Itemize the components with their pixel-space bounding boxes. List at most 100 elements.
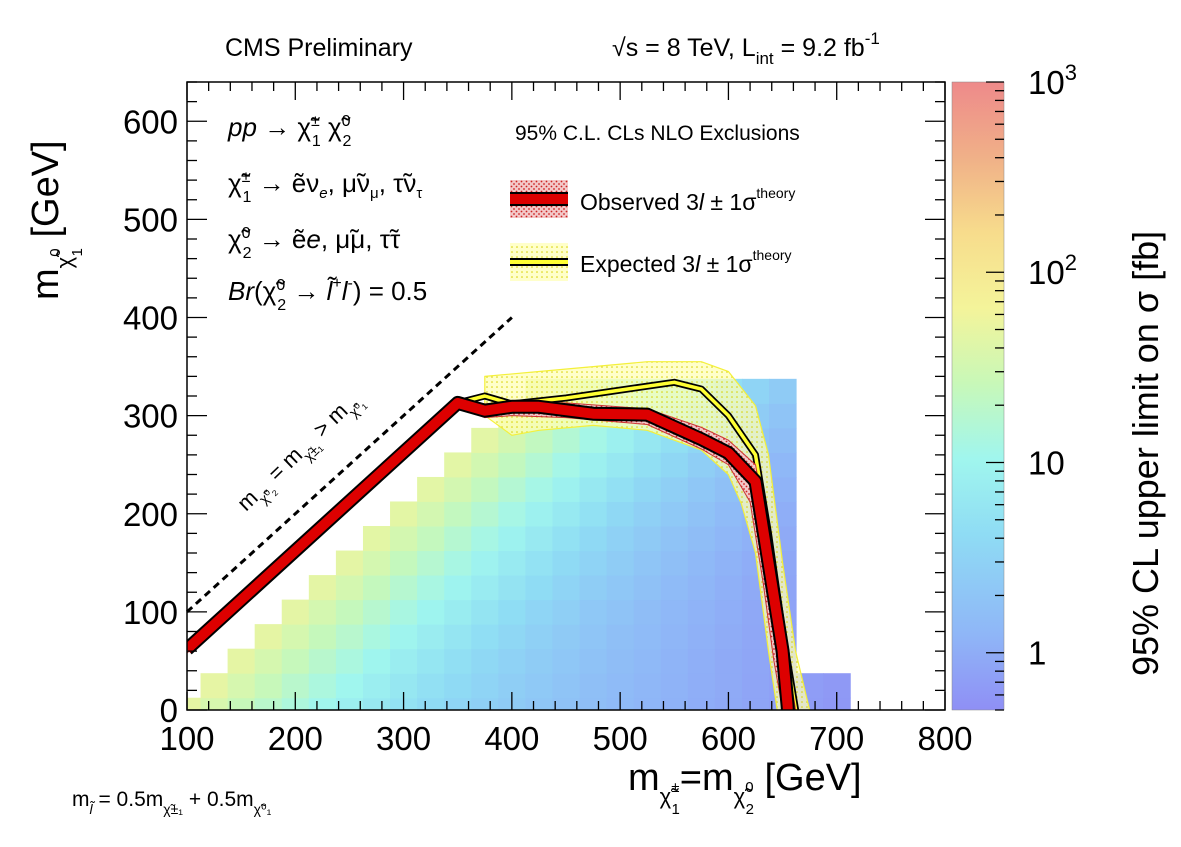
heatmap-cell bbox=[660, 599, 689, 625]
heatmap-cell bbox=[552, 452, 581, 478]
heatmap-cell bbox=[687, 648, 716, 674]
heatmap-cell bbox=[606, 452, 635, 478]
heatmap-cell bbox=[552, 476, 581, 502]
heatmap-cell bbox=[687, 526, 716, 552]
heatmap-cell bbox=[606, 427, 635, 453]
x-axis-label: mχ̃± 1=mχ̃0 2 [GeV] bbox=[628, 757, 862, 818]
heatmap-cell bbox=[687, 550, 716, 576]
heatmap-cell bbox=[362, 624, 391, 650]
heatmap-cell bbox=[335, 599, 364, 625]
heatmap-cell bbox=[633, 575, 662, 601]
heatmap-cell bbox=[525, 673, 553, 699]
heatmap-cell bbox=[633, 452, 662, 478]
heatmap-cell bbox=[471, 697, 499, 710]
y-tick-label: 0 bbox=[160, 692, 178, 729]
z-tick-label: 10 bbox=[1028, 444, 1065, 481]
y-tick-label: 300 bbox=[123, 398, 178, 435]
heatmap-cell bbox=[417, 575, 445, 601]
heatmap-cell bbox=[552, 526, 581, 552]
heatmap-cell bbox=[444, 575, 472, 601]
heatmap-cell bbox=[227, 648, 256, 674]
heatmap-cell bbox=[714, 648, 743, 674]
heatmap-cell bbox=[308, 697, 337, 710]
heatmap-cell bbox=[552, 697, 581, 710]
heatmap-cell bbox=[769, 403, 797, 429]
z-tick-exp: 3 bbox=[1065, 60, 1077, 85]
heatmap-cell bbox=[417, 648, 445, 674]
heatmap-cell bbox=[579, 599, 608, 625]
heatmap-cell bbox=[308, 575, 337, 601]
heatmap-cell bbox=[660, 550, 689, 576]
heatmap-cell bbox=[444, 550, 472, 576]
heatmap-cell bbox=[444, 599, 472, 625]
heatmap-cell bbox=[579, 452, 608, 478]
heatmap-cell bbox=[200, 697, 229, 710]
heatmap-cell bbox=[633, 550, 662, 576]
heatmap-cell bbox=[254, 697, 283, 710]
heatmap-cell bbox=[471, 599, 499, 625]
legend-title: 95% C.L. CLs NLO Exclusions bbox=[515, 122, 800, 145]
heatmap-cell bbox=[579, 550, 608, 576]
footnote: ml̃ = 0.5mχ̃±₁ + 0.5mχ̃⁰₁ bbox=[72, 788, 272, 817]
z-tick-label: 1 bbox=[1028, 635, 1046, 672]
heatmap-cell bbox=[362, 550, 391, 576]
x-tick-label: 100 bbox=[159, 720, 214, 757]
heatmap-cell bbox=[660, 697, 689, 710]
header-sqrt-s: √s = 8 TeV, L bbox=[612, 34, 756, 62]
heatmap-cell bbox=[390, 501, 418, 527]
heatmap-cell bbox=[498, 624, 526, 650]
heatmap-cell bbox=[552, 427, 581, 453]
heatmap-cell bbox=[362, 648, 391, 674]
heatmap-cell bbox=[633, 673, 662, 699]
z-tick-base: 10 bbox=[1028, 64, 1065, 101]
heatmap-cell bbox=[660, 452, 689, 478]
heatmap-cell bbox=[552, 648, 581, 674]
heatmap-cell bbox=[633, 599, 662, 625]
heatmap-cell bbox=[335, 648, 364, 674]
heatmap-cell bbox=[471, 648, 499, 674]
heatmap-cell bbox=[525, 599, 553, 625]
y-axis-label: mχ̃0 1 [GeV] bbox=[25, 140, 86, 300]
observed-line bbox=[187, 397, 793, 710]
heatmap-cell bbox=[633, 624, 662, 650]
heatmap-cell bbox=[417, 624, 445, 650]
heatmap-cell bbox=[471, 550, 499, 576]
heatmap-cell bbox=[552, 550, 581, 576]
heatmap-cell bbox=[714, 575, 743, 601]
heatmap-cell bbox=[687, 501, 716, 527]
heatmap-cell bbox=[335, 550, 364, 576]
heatmap-cell bbox=[390, 599, 418, 625]
heatmap-cell bbox=[227, 697, 256, 710]
header-left: CMS Preliminary bbox=[225, 34, 413, 62]
z-tick-exp: 2 bbox=[1065, 250, 1077, 275]
heatmap-cell bbox=[606, 501, 635, 527]
heatmap-cell bbox=[525, 550, 553, 576]
heatmap-cell bbox=[579, 526, 608, 552]
heatmap-cell bbox=[714, 624, 743, 650]
legend-observed: Observed 3l ± 1σtheory bbox=[510, 180, 795, 218]
y-tick-label: 600 bbox=[123, 103, 178, 140]
heatmap-cell bbox=[633, 476, 662, 502]
x-tick-label: 600 bbox=[701, 720, 756, 757]
heatmap-cell bbox=[769, 427, 797, 453]
heatmap-cell bbox=[471, 575, 499, 601]
colorbar-ticks bbox=[986, 81, 1004, 711]
z-tick-base: 10 bbox=[1028, 254, 1065, 291]
heatmap-cell bbox=[498, 476, 526, 502]
heatmap-cell bbox=[417, 501, 445, 527]
heatmap-cell bbox=[606, 599, 635, 625]
heatmap-cell bbox=[606, 648, 635, 674]
heatmap-cell bbox=[633, 697, 662, 710]
heatmap-cell bbox=[335, 697, 364, 710]
x-tick-label: 400 bbox=[484, 720, 539, 757]
heatmap-cell bbox=[444, 697, 472, 710]
heatmap-cell bbox=[525, 501, 553, 527]
heatmap-cell bbox=[471, 624, 499, 650]
y-tick-label: 400 bbox=[123, 300, 178, 337]
heatmap-cell bbox=[660, 526, 689, 552]
heatmap-cell bbox=[281, 648, 310, 674]
heatmap-cell bbox=[660, 624, 689, 650]
heatmap-cell bbox=[769, 378, 797, 404]
heatmap-cell bbox=[417, 697, 445, 710]
heatmap-cell bbox=[687, 624, 716, 650]
